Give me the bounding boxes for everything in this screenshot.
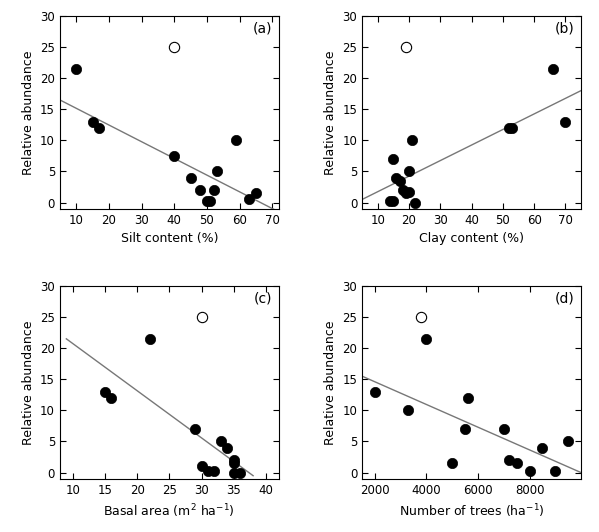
Point bbox=[499, 425, 509, 433]
Point bbox=[208, 186, 218, 194]
Point bbox=[202, 196, 212, 205]
Point bbox=[504, 123, 514, 132]
Point bbox=[392, 173, 401, 182]
Point bbox=[398, 186, 407, 194]
Point bbox=[447, 459, 457, 468]
Text: (b): (b) bbox=[555, 22, 574, 36]
Point bbox=[197, 313, 207, 321]
Y-axis label: Relative abundance: Relative abundance bbox=[324, 320, 337, 445]
Point bbox=[389, 196, 398, 205]
Point bbox=[100, 387, 110, 396]
Point bbox=[404, 167, 414, 176]
Point bbox=[416, 313, 426, 321]
Point bbox=[235, 468, 245, 477]
Point bbox=[197, 462, 207, 471]
Point bbox=[88, 118, 98, 126]
Point bbox=[216, 437, 226, 446]
Point bbox=[407, 136, 417, 145]
Point bbox=[251, 189, 261, 197]
Point bbox=[422, 335, 431, 343]
Point bbox=[190, 425, 200, 433]
Point bbox=[232, 136, 241, 145]
X-axis label: Silt content (%): Silt content (%) bbox=[120, 232, 218, 245]
Point bbox=[203, 467, 213, 475]
Text: (c): (c) bbox=[254, 292, 273, 306]
Point bbox=[223, 444, 232, 452]
Point bbox=[401, 43, 411, 51]
X-axis label: Basal area (m$^2$ ha$^{-1}$): Basal area (m$^2$ ha$^{-1}$) bbox=[104, 502, 235, 520]
Point bbox=[463, 394, 473, 402]
Point bbox=[229, 456, 238, 464]
Y-axis label: Relative abundance: Relative abundance bbox=[22, 50, 35, 174]
Text: (a): (a) bbox=[253, 22, 273, 36]
Point bbox=[370, 387, 380, 396]
Point bbox=[563, 437, 573, 446]
Point bbox=[504, 456, 514, 464]
Point bbox=[401, 189, 411, 197]
Point bbox=[212, 167, 222, 176]
Point bbox=[71, 64, 81, 73]
Point bbox=[410, 198, 420, 207]
Point bbox=[404, 188, 414, 196]
Point bbox=[550, 467, 560, 475]
Text: (d): (d) bbox=[555, 292, 574, 306]
Point bbox=[507, 123, 517, 132]
Point bbox=[186, 173, 195, 182]
X-axis label: Number of trees (ha$^{-1}$): Number of trees (ha$^{-1}$) bbox=[399, 502, 544, 520]
Point bbox=[205, 196, 215, 205]
Point bbox=[395, 177, 404, 185]
Point bbox=[170, 43, 179, 51]
Point bbox=[385, 196, 395, 205]
Point bbox=[404, 406, 413, 414]
Point bbox=[229, 468, 238, 477]
Point bbox=[525, 467, 534, 475]
Point bbox=[460, 425, 470, 433]
Point bbox=[210, 467, 219, 475]
Point bbox=[244, 195, 254, 204]
Point bbox=[389, 155, 398, 163]
Point bbox=[229, 459, 238, 468]
Point bbox=[512, 459, 521, 468]
Point bbox=[196, 186, 205, 194]
Point bbox=[94, 123, 104, 132]
X-axis label: Clay content (%): Clay content (%) bbox=[419, 232, 524, 245]
Point bbox=[561, 118, 570, 126]
Y-axis label: Relative abundance: Relative abundance bbox=[324, 50, 337, 174]
Point bbox=[548, 64, 558, 73]
Point bbox=[107, 394, 116, 402]
Point bbox=[537, 444, 547, 452]
Point bbox=[170, 152, 179, 160]
Point bbox=[146, 335, 155, 343]
Y-axis label: Relative abundance: Relative abundance bbox=[22, 320, 35, 445]
